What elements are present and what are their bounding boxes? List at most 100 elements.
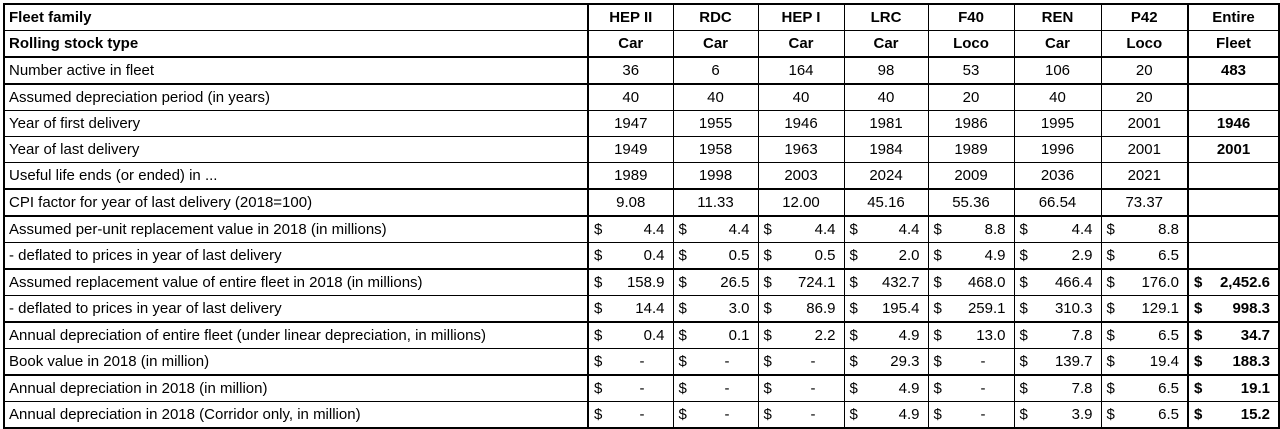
currency-cell: $310.3 <box>1013 295 1102 323</box>
cell-value: - <box>810 406 816 423</box>
dollar-sign: $ <box>763 221 772 238</box>
currency-cell: $6.5 <box>1100 242 1189 270</box>
currency-cell: $ - <box>672 401 759 429</box>
cell-value: 4.4 <box>728 221 750 238</box>
dollar-sign: $ <box>594 353 603 370</box>
dollar-sign: $ <box>849 353 858 370</box>
currency-cell: $468.0 <box>927 268 1015 296</box>
dollar-sign: $ <box>1019 221 1028 238</box>
row-label: - deflated to prices in year of last del… <box>3 295 589 323</box>
currency-cell: $ - <box>757 374 845 402</box>
cell-value: - <box>724 380 730 397</box>
col-header-family: RDC <box>672 3 759 31</box>
row-label: Assumed per-unit replacement value in 20… <box>3 215 589 243</box>
data-cell: 2001 <box>1187 136 1280 163</box>
table-row: Annual depreciation in 2018 (Corridor on… <box>3 401 1280 429</box>
cell-value: 432.7 <box>881 274 920 291</box>
data-cell: 1989 <box>587 162 674 190</box>
col-header-type: Car <box>757 30 845 58</box>
cell-value: 2.0 <box>898 247 920 264</box>
data-cell: 483 <box>1187 56 1280 85</box>
dollar-sign: $ <box>1194 353 1203 370</box>
cell-value: 4.4 <box>898 221 920 238</box>
col-header-family: P42 <box>1100 3 1189 31</box>
currency-cell: $4.9 <box>927 242 1015 270</box>
dollar-sign: $ <box>763 300 772 317</box>
cell-value: - <box>980 406 986 423</box>
currency-cell: $4.4 <box>672 215 759 243</box>
currency-cell: $4.9 <box>843 321 929 349</box>
currency-cell: $8.8 <box>927 215 1015 243</box>
data-cell: 40 <box>757 83 845 111</box>
data-cell: 40 <box>843 83 929 111</box>
data-cell: 2001 <box>1100 136 1189 163</box>
dollar-sign: $ <box>594 380 603 397</box>
dollar-sign: $ <box>933 353 942 370</box>
cell-value: 310.3 <box>1054 300 1093 317</box>
cell-value: 4.9 <box>898 406 920 423</box>
col-header-type-entire: Fleet <box>1187 30 1280 58</box>
col-header-family: F40 <box>927 3 1015 31</box>
data-cell: 40 <box>1013 83 1102 111</box>
dollar-sign: $ <box>763 274 772 291</box>
dollar-sign: $ <box>1106 327 1115 344</box>
cell-value: 139.7 <box>1054 353 1093 370</box>
data-cell: 1995 <box>1013 110 1102 137</box>
col-header-type: Loco <box>927 30 1015 58</box>
fleet-family-header-label: Fleet family <box>3 3 589 31</box>
cell-value: 2,452.6 <box>1219 274 1270 291</box>
dollar-sign: $ <box>1194 406 1203 423</box>
dollar-sign: $ <box>1106 406 1115 423</box>
header-row-fleet-family: Fleet family HEP II RDC HEP I LRC F40 RE… <box>3 3 1280 31</box>
currency-cell: $6.5 <box>1100 321 1189 349</box>
currency-cell: $2,452.6 <box>1187 268 1280 296</box>
col-header-type: Car <box>587 30 674 58</box>
currency-cell: $ - <box>672 374 759 402</box>
currency-cell: $ - <box>927 374 1015 402</box>
currency-cell: $19.4 <box>1100 348 1189 376</box>
currency-cell: $2.0 <box>843 242 929 270</box>
dollar-sign: $ <box>1106 300 1115 317</box>
cell-value: 15.2 <box>1240 406 1270 423</box>
cell-value: 724.1 <box>797 274 836 291</box>
dollar-sign: $ <box>933 406 942 423</box>
currency-cell <box>1187 215 1280 243</box>
dollar-sign: $ <box>763 380 772 397</box>
currency-cell: $4.4 <box>1013 215 1102 243</box>
currency-cell: $34.7 <box>1187 321 1280 349</box>
cell-value: - <box>639 380 645 397</box>
currency-cell: $4.9 <box>843 374 929 402</box>
currency-cell: $432.7 <box>843 268 929 296</box>
currency-cell: $4.4 <box>587 215 674 243</box>
cell-value: 129.1 <box>1141 300 1179 317</box>
cell-value: 195.4 <box>881 300 920 317</box>
data-cell: 2003 <box>757 162 845 190</box>
cell-value: 4.4 <box>814 221 836 238</box>
currency-cell: $2.2 <box>757 321 845 349</box>
currency-cell: $6.5 <box>1100 374 1189 402</box>
data-cell: 1984 <box>843 136 929 163</box>
currency-cell: $ - <box>587 401 674 429</box>
dollar-sign: $ <box>1106 221 1115 238</box>
cell-value: 6.5 <box>1158 406 1179 423</box>
currency-cell: $0.5 <box>757 242 845 270</box>
currency-cell: $4.4 <box>843 215 929 243</box>
table-row: Annual depreciation in 2018 (in million)… <box>3 374 1280 402</box>
dollar-sign: $ <box>1019 247 1028 264</box>
table-row: - deflated to prices in year of last del… <box>3 295 1280 323</box>
currency-cell: $14.4 <box>587 295 674 323</box>
dollar-sign: $ <box>763 247 772 264</box>
dollar-sign: $ <box>1106 274 1115 291</box>
data-cell: 20 <box>1100 56 1189 85</box>
cell-value: 6.5 <box>1158 247 1179 264</box>
cell-value: 34.7 <box>1240 327 1270 344</box>
currency-cell: $15.2 <box>1187 401 1280 429</box>
currency-cell: $139.7 <box>1013 348 1102 376</box>
currency-cell: $158.9 <box>587 268 674 296</box>
currency-cell: $26.5 <box>672 268 759 296</box>
currency-cell: $2.9 <box>1013 242 1102 270</box>
dollar-sign: $ <box>678 300 687 317</box>
data-cell: 55.36 <box>927 188 1015 217</box>
row-label: Annual depreciation in 2018 (in million) <box>3 374 589 402</box>
cell-value: - <box>980 380 986 397</box>
